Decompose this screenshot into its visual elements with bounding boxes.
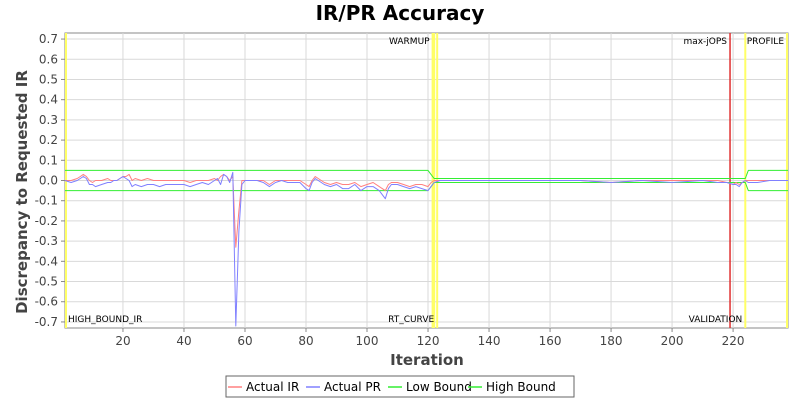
y-axis-ticks: 0.7 0.6 0.5 0.4 0.3 0.2 0.1 0.0 -0.1 -0.2 -0.3 -0.4… (35, 32, 65, 329)
x-tick-label: 100 (356, 334, 379, 348)
y-tick-label: 0.2 (39, 133, 58, 147)
x-tick-label: 180 (600, 334, 623, 348)
phase-marker-label: RT_CURVE (388, 315, 434, 325)
x-axis-label: Iteration (390, 351, 464, 369)
x-tick-label: 40 (176, 334, 191, 348)
legend-label: Actual IR (246, 380, 299, 394)
x-tick-label: 80 (298, 334, 313, 348)
y-tick-label: -0.2 (35, 214, 58, 228)
x-tick-label: 60 (237, 334, 252, 348)
y-axis-label: Discrepancy to Requested IR (13, 70, 31, 314)
series-line-actual-pr (64, 171, 788, 327)
y-tick-label: -0.4 (35, 254, 58, 268)
y-tick-label: 0.0 (39, 174, 58, 188)
y-tick-label: -0.7 (35, 315, 58, 329)
phase-marker-label: HIGH_BOUND_IR (68, 315, 142, 325)
chart-title: IR/PR Accuracy (316, 1, 485, 25)
y-tick-label: 0.1 (39, 153, 58, 167)
y-tick-label: -0.6 (35, 295, 58, 309)
series-line-high-bound (65, 169, 788, 179)
y-tick-label: -0.1 (35, 194, 58, 208)
x-tick-label: 140 (478, 334, 501, 348)
x-tick-label: 200 (661, 334, 684, 348)
phase-marker-label: WARMUP (389, 37, 430, 47)
x-tick-label: 160 (539, 334, 562, 348)
x-tick-label: 20 (115, 334, 130, 348)
y-tick-label: -0.3 (35, 234, 58, 248)
series-lines (64, 169, 788, 327)
phase-marker-label: VALIDATION (689, 315, 743, 325)
legend-label: Actual PR (324, 380, 381, 394)
legend: Actual IR Actual PR Low Bound High Bound (225, 375, 575, 398)
y-tick-label: 0.6 (39, 52, 58, 66)
y-tick-label: -0.5 (35, 275, 58, 289)
y-tick-label: 0.7 (39, 32, 58, 46)
x-tick-label: 220 (722, 334, 745, 348)
x-tick-label: 120 (417, 334, 440, 348)
phase-marker-labels: HIGH_BOUND_IR WARMUP RT_CURVE max-jOPS VALID… (68, 37, 784, 325)
y-tick-label: 0.5 (39, 72, 58, 86)
y-tick-label: 0.3 (39, 113, 58, 127)
series-line-low-bound (65, 182, 788, 192)
phase-marker-label: max-jOPS (683, 37, 727, 47)
legend-label: High Bound (486, 380, 556, 394)
legend-label: Low Bound (406, 380, 472, 394)
phase-marker-label: PROFILE (747, 37, 785, 47)
x-axis-ticks: 20 40 60 80 100 120 140 160 180 200 220 (115, 328, 745, 348)
y-tick-label: 0.4 (39, 93, 58, 107)
